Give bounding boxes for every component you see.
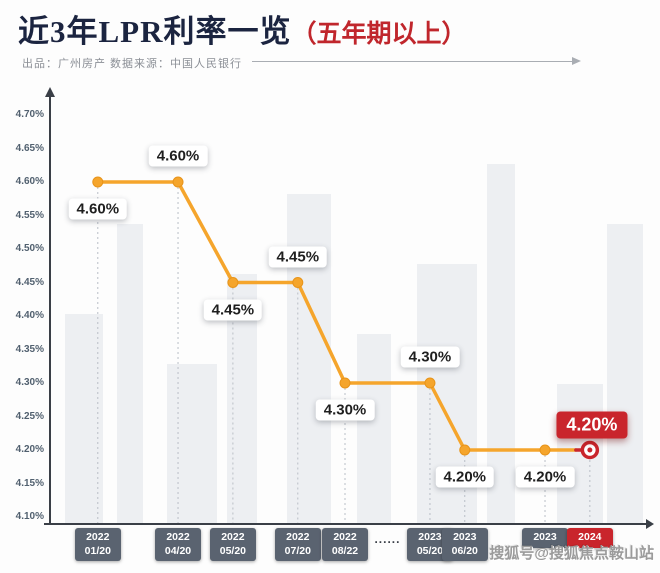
arrow-line [252, 57, 581, 65]
y-tick-label: 4.20% [15, 444, 44, 455]
badge-date: 08/22 [331, 544, 359, 557]
title-main: 近3年LPR利率一览 [18, 14, 292, 49]
badge-date: 05/20 [219, 544, 247, 557]
x-axis-date-badge: 2022 08/22 [322, 528, 368, 562]
data-point-marker [459, 444, 471, 456]
badge-year: 2023 [418, 531, 442, 543]
badge-date: 01/20 [84, 544, 111, 557]
badge-year: 2022 [166, 531, 190, 543]
x-axis-date-badge: 2022 01/20 [74, 528, 121, 562]
highlight-point-center [587, 447, 593, 453]
point-value-label: 4.20% [435, 466, 495, 488]
badge-year: 2024 [578, 531, 602, 543]
y-tick-label: 4.45% [15, 276, 44, 288]
data-point-marker [339, 377, 351, 389]
x-axis-date-badge: 2023 [522, 528, 568, 548]
data-point-marker [424, 377, 436, 389]
x-axis-arrow [646, 519, 654, 529]
badge-year: 2023 [453, 531, 477, 543]
point-value-label: 4.60% [148, 145, 208, 167]
point-value-label: 4.45% [268, 246, 328, 267]
data-point-marker [292, 277, 304, 288]
y-tick-label: 4.10% [15, 511, 44, 522]
badge-date: 04/20 [164, 544, 192, 557]
x-axis-date-badge: 2022 05/20 [209, 528, 256, 562]
y-tick-label: 4.30% [15, 377, 44, 388]
point-value-label: 4.30% [400, 346, 460, 368]
data-point-marker [539, 444, 551, 456]
badge-date: 06/20 [451, 544, 478, 557]
y-tick-label: 4.40% [15, 310, 44, 321]
badge-year: 2022 [86, 531, 110, 543]
badge-year: 2022 [286, 531, 310, 543]
data-point-marker [227, 277, 239, 288]
badge-year: 2022 [221, 531, 245, 543]
y-axis-arrow [45, 87, 55, 97]
point-value-label: 4.20% [515, 466, 575, 488]
y-tick-label: 4.70% [15, 109, 44, 120]
y-tick-label: 4.35% [15, 343, 44, 355]
x-axis-date-badge: 2024 [566, 528, 613, 548]
data-point-marker [92, 176, 104, 188]
y-tick-label: 4.25% [15, 410, 44, 422]
x-axis-date-badge: 2023 06/20 [441, 528, 488, 562]
x-axis-date-badge: 2022 07/20 [274, 528, 321, 562]
watermark: 搜狐号@搜狐焦点鞍山站 [489, 545, 654, 562]
badge-date: 05/20 [416, 544, 444, 557]
y-tick-label: 4.65% [15, 142, 44, 154]
badge-year: 2023 [533, 531, 557, 543]
data-point-marker [172, 176, 184, 188]
badge-date: 07/20 [284, 544, 311, 557]
time-gap-dots: ...... [374, 532, 401, 546]
point-value-label: 4.60% [68, 198, 128, 220]
page-title: 近3年LPR利率一览（五年期以上） [18, 6, 467, 51]
title-parenthetical: （五年期以上） [291, 21, 467, 48]
y-tick-label: 4.15% [15, 477, 44, 489]
y-tick-label: 4.55% [15, 209, 44, 221]
point-value-label: 4.30% [315, 399, 375, 421]
credits-line: 出品：广州房产 数据来源：中国人民银行 [22, 58, 243, 70]
point-value-label-highlight: 4.20% [556, 411, 628, 439]
y-tick-label: 4.60% [15, 176, 44, 187]
point-value-label: 4.45% [203, 299, 263, 320]
y-tick-label: 4.50% [15, 243, 44, 254]
badge-year: 2022 [333, 531, 357, 543]
x-axis-date-badge: 2022 04/20 [155, 528, 202, 562]
